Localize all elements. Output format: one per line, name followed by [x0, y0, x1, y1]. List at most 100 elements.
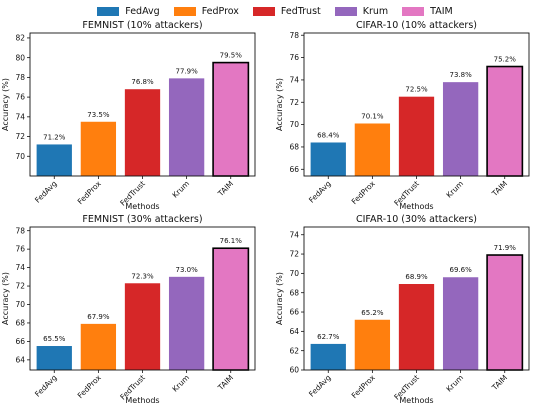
- x-tick-label-fedprox: FedProx: [76, 373, 104, 401]
- bar-fedprox: [80, 121, 117, 176]
- x-tick-label-fedavg: FedAvg: [307, 179, 333, 205]
- bar-fedtrust: [124, 89, 161, 176]
- x-tick-label-fedprox: FedProx: [76, 179, 104, 207]
- y-tick-label: 80: [15, 53, 25, 62]
- data-label-taim: 79.5%: [220, 52, 243, 60]
- chart-panel-3: 65.5%FedAvg67.9%FedProx72.3%FedTrust73.0…: [1, 214, 256, 405]
- x-tick-label-krum: Krum: [444, 179, 465, 200]
- bar-fedavg: [36, 144, 72, 176]
- bar-krum: [442, 277, 479, 370]
- y-tick-label: 78: [15, 226, 25, 235]
- data-label-fedprox: 67.9%: [87, 313, 110, 321]
- y-tick-label: 74: [15, 112, 25, 121]
- y-tick-label: 76: [15, 93, 25, 102]
- legend-swatch-fedprox: [173, 6, 196, 16]
- bar-fedprox: [80, 323, 117, 370]
- data-label-taim: 76.1%: [220, 237, 243, 245]
- legend-swatch-krum: [334, 6, 357, 16]
- legend-item-krum: Krum: [334, 5, 389, 17]
- y-tick-label: 82: [15, 34, 25, 43]
- y-tick-label: 72: [15, 132, 25, 141]
- x-tick-label-fedavg: FedAvg: [33, 373, 59, 399]
- data-label-fedavg: 62.7%: [317, 333, 340, 341]
- data-label-fedprox: 65.2%: [361, 309, 384, 317]
- x-tick-label-krum: Krum: [170, 373, 191, 394]
- x-tick-label-fedprox: FedProx: [350, 179, 378, 207]
- data-label-fedprox: 73.5%: [87, 111, 110, 119]
- bar-fedtrust: [398, 96, 435, 176]
- y-tick-label: 74: [289, 76, 299, 85]
- bar-fedavg: [36, 346, 72, 370]
- legend-swatch-fedavg: [97, 6, 120, 16]
- bar-krum: [168, 78, 205, 176]
- chart-title: CIFAR-10 (10% attackers): [356, 20, 477, 31]
- y-tick-label: 76: [15, 245, 25, 254]
- bar-fedtrust: [398, 284, 435, 370]
- y-tick-label: 64: [15, 355, 25, 364]
- y-tick-label: 72: [289, 250, 299, 259]
- x-axis-label: Methods: [125, 396, 159, 405]
- x-tick-label-fedavg: FedAvg: [307, 373, 333, 399]
- legend-swatch-taim: [402, 6, 425, 16]
- x-tick-label-fedavg: FedAvg: [33, 179, 59, 205]
- y-tick-label: 74: [289, 230, 299, 239]
- legend-label-taim: TAIM: [430, 5, 453, 17]
- x-tick-label-krum: Krum: [444, 373, 465, 394]
- y-tick-label: 70: [289, 269, 299, 278]
- y-axis-label: Accuracy (%): [1, 272, 10, 325]
- data-label-krum: 73.0%: [175, 266, 198, 274]
- plot-frame: [29, 32, 256, 177]
- bar-fedprox: [354, 123, 391, 176]
- y-tick-label: 60: [289, 366, 299, 375]
- bar-krum: [168, 276, 205, 370]
- bar-fedprox: [354, 319, 391, 370]
- bar-krum: [442, 82, 479, 176]
- y-axis-label: Accuracy (%): [275, 78, 284, 131]
- legend-label-fedprox: FedProx: [201, 5, 239, 17]
- bar-fedavg: [310, 142, 346, 176]
- bar-taim: [212, 247, 250, 371]
- data-label-fedavg: 68.4%: [317, 131, 340, 139]
- data-label-fedavg: 71.2%: [43, 133, 66, 141]
- legend-swatch-fedtrust: [252, 6, 275, 16]
- bar-taim: [486, 65, 524, 177]
- y-tick-label: 70: [289, 120, 299, 129]
- y-tick-label: 76: [289, 53, 299, 62]
- data-label-taim: 71.9%: [494, 244, 517, 252]
- chart-title: FEMNIST (10% attackers): [82, 20, 202, 31]
- legend-label-krum: Krum: [362, 5, 389, 17]
- legend-item-taim: TAIM: [402, 6, 453, 17]
- x-tick-label-fedprox: FedProx: [350, 373, 378, 401]
- legend-label-fedavg: FedAvg: [125, 5, 160, 17]
- x-axis-label: Methods: [399, 202, 433, 211]
- y-tick-label: 68: [289, 143, 299, 152]
- data-label-krum: 69.6%: [449, 266, 472, 274]
- data-label-fedtrust: 76.8%: [131, 78, 154, 86]
- chart-title: FEMNIST (30% attackers): [82, 214, 202, 225]
- y-tick-label: 68: [15, 319, 25, 328]
- bar-taim: [212, 61, 250, 177]
- x-axis-label: Methods: [125, 202, 159, 211]
- y-axis-label: Accuracy (%): [1, 78, 10, 131]
- plot-frame: [29, 226, 256, 371]
- bar-fedtrust: [124, 283, 161, 370]
- y-tick-label: 66: [289, 308, 299, 317]
- data-label-fedtrust: 68.9%: [405, 273, 428, 281]
- y-tick-label: 66: [15, 337, 25, 346]
- chart-panel-4: 62.7%FedAvg65.2%FedProx68.9%FedTrust69.6…: [275, 214, 530, 405]
- legend-item-fedtrust: FedTrust: [252, 6, 321, 17]
- data-label-krum: 73.8%: [449, 71, 472, 79]
- legend-item-fedprox: FedProx: [173, 5, 239, 17]
- chart-panel-2: 68.4%FedAvg70.1%FedProx72.5%FedTrust73.8…: [275, 20, 530, 211]
- legend: FedAvg FedProx FedTrust Krum TAIM: [0, 2, 550, 20]
- x-tick-label-krum: Krum: [170, 179, 191, 200]
- x-tick-label-taim: TAIM: [489, 373, 509, 393]
- y-tick-label: 72: [15, 282, 25, 291]
- y-tick-label: 66: [289, 165, 299, 174]
- plot-frame: [303, 32, 530, 177]
- bar-fedavg: [310, 343, 346, 370]
- y-tick-label: 78: [289, 31, 299, 40]
- x-tick-label-taim: TAIM: [215, 179, 235, 199]
- data-label-fedtrust: 72.5%: [405, 86, 428, 94]
